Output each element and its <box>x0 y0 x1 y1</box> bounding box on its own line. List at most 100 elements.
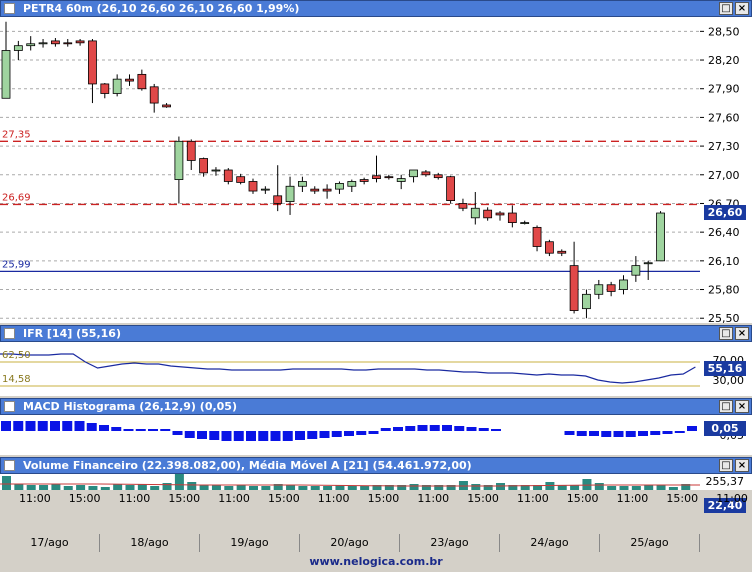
macd-bar <box>650 431 661 435</box>
volume-bars <box>0 474 700 490</box>
volume-title: Volume Financeiro <box>23 459 138 472</box>
macd-title: MACD Histograma (26,12,9) <box>23 400 196 413</box>
volume-bar <box>557 485 567 490</box>
macd-bar <box>160 429 171 431</box>
price-axis[interactable]: 28,50 28,20 27,90 27,60 27,30 27,00 26,70 26,40… <box>700 17 752 325</box>
ifr-level-lower: 14,58 <box>2 374 31 385</box>
ifr-panel-titlebar[interactable]: IFR [14] (55,16) □ × <box>0 325 752 342</box>
time-label: 15:00 <box>68 492 101 505</box>
volume-bar <box>137 484 147 490</box>
time-label: 15:00 <box>566 492 599 505</box>
macd-bar <box>344 431 354 436</box>
level-label: 27,35 <box>2 129 31 140</box>
volume-bar <box>88 486 98 490</box>
price-panel-titlebar[interactable]: PETR4 60m (26,10 26,60 26,10 26,60 1,99%… <box>0 0 752 17</box>
volume-bar <box>496 483 505 490</box>
candle-body <box>520 222 530 224</box>
price-tick-label: 27,30 <box>708 140 740 153</box>
volume-panel-titlebar[interactable]: Volume Financeiro (22.398.082,00), Média… <box>0 457 752 474</box>
close-button[interactable]: × <box>735 2 749 15</box>
time-label: 11:00 <box>417 492 450 505</box>
macd-bar <box>674 431 685 433</box>
volume-bar <box>668 487 678 490</box>
volume-bar <box>434 485 444 490</box>
candle-body <box>13 45 23 51</box>
candle-body <box>75 40 85 44</box>
candle-body <box>297 181 307 187</box>
window-icon <box>4 3 15 14</box>
price-tick-label: 27,90 <box>708 83 740 96</box>
volume-axis[interactable]: 255,37 <box>700 474 752 490</box>
volume-chart-area[interactable] <box>0 474 700 490</box>
volume-bar <box>113 484 123 490</box>
candle-body <box>396 178 406 182</box>
volume-bar <box>372 485 382 490</box>
candle-body <box>162 104 171 108</box>
maximize-button[interactable]: □ <box>719 327 733 340</box>
level-label: 25,99 <box>2 259 31 270</box>
volume-bar <box>14 484 24 490</box>
macd-value: (0,05) <box>199 400 237 413</box>
macd-bar <box>62 421 73 431</box>
macd-bar <box>393 427 403 431</box>
price-chart-area[interactable]: 27,35 26,69 25,99 <box>0 17 700 323</box>
volume-bar <box>63 486 73 490</box>
candle-body <box>273 195 283 204</box>
ohlc-readout: (26,10 26,60 26,10 26,60 1,99%) <box>96 2 300 15</box>
maximize-button[interactable]: □ <box>719 2 733 15</box>
macd-bar <box>687 426 697 431</box>
day-label: 19/ago <box>200 534 300 552</box>
macd-bar <box>50 421 60 431</box>
footer-link[interactable]: www.nelogica.com.br <box>309 555 443 568</box>
macd-bar <box>123 429 134 431</box>
maximize-button[interactable]: □ <box>719 400 733 413</box>
candle-body <box>507 212 517 223</box>
macd-bar <box>172 431 183 435</box>
candle-body <box>335 182 344 190</box>
volume-bar <box>508 485 518 490</box>
day-label: 23/ago <box>400 534 500 552</box>
volume-bar <box>458 481 468 490</box>
price-tick-label: 27,00 <box>708 169 740 182</box>
macd-panel-titlebar[interactable]: MACD Histograma (26,12,9) (0,05) □ × <box>0 398 752 415</box>
close-button[interactable]: × <box>735 327 749 340</box>
close-button[interactable]: × <box>735 459 749 472</box>
time-axis <box>0 490 700 534</box>
volume-ma-value: (54.461.972,00) <box>372 459 472 472</box>
candle-body <box>26 43 36 47</box>
macd-bar <box>638 431 648 436</box>
maximize-button[interactable]: □ <box>719 459 733 472</box>
macd-bar <box>442 425 452 431</box>
candle-body <box>545 241 554 254</box>
volume-bar <box>570 485 580 490</box>
volume-bar <box>594 483 604 490</box>
volume-bar <box>236 485 246 490</box>
candle-body <box>532 226 542 247</box>
volume-bar <box>619 486 629 490</box>
volume-bar <box>360 486 370 490</box>
macd-bar <box>466 427 477 431</box>
ifr-value: (55,16) <box>76 327 121 340</box>
last-price-tag: 26,60 <box>704 205 746 220</box>
ifr-last-tag: 55,16 <box>704 361 746 376</box>
volume-bar <box>273 484 283 490</box>
price-tick-label: 28,50 <box>708 25 740 38</box>
time-label: 11:00 <box>716 492 748 505</box>
macd-chart-area[interactable] <box>0 415 700 455</box>
ifr-chart-area[interactable]: 62,50 14,58 <box>0 342 700 396</box>
candle-body <box>582 293 591 310</box>
macd-bar <box>601 431 612 437</box>
macd-bar <box>246 431 256 441</box>
candle-body <box>199 158 209 174</box>
price-axis-ticks: 28,5028,2027,9027,6027,3027,0026,7026,40… <box>700 25 740 325</box>
close-button[interactable]: × <box>735 400 749 413</box>
candle-body <box>594 284 604 295</box>
macd-bar <box>613 431 624 437</box>
time-label: 15:00 <box>268 492 300 505</box>
volume-tick: 255,37 <box>705 475 745 488</box>
candle-body <box>285 185 295 202</box>
candle-body <box>372 175 381 180</box>
volume-bar <box>533 485 543 490</box>
candle-body <box>483 209 493 219</box>
volume-bar <box>347 486 357 490</box>
